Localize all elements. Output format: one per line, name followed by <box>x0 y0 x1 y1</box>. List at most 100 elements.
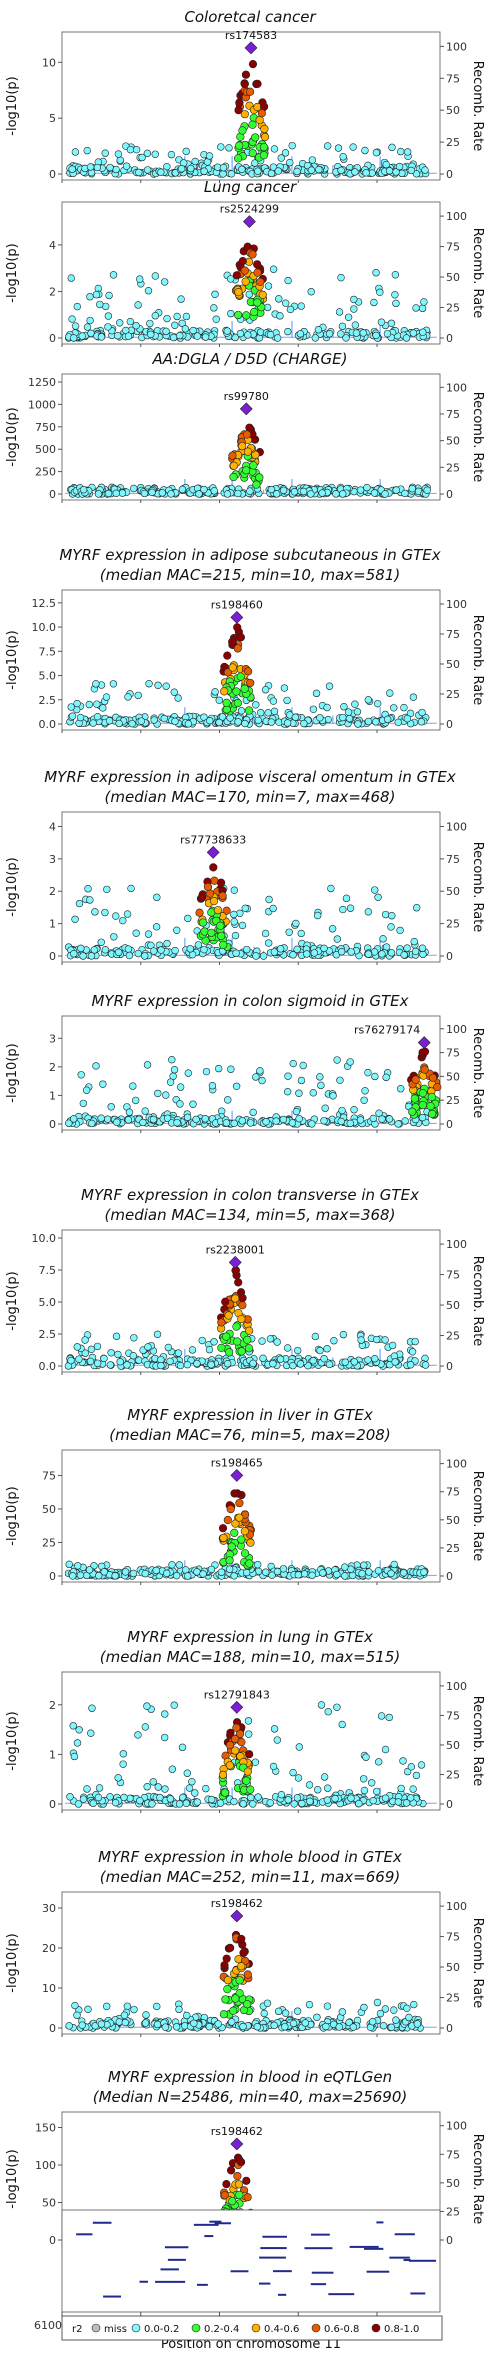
snp-point <box>175 2005 183 2014</box>
snp-point <box>244 706 254 715</box>
snp-point <box>158 489 166 497</box>
lead-snp-label: rs198462 <box>211 1897 263 1910</box>
snp-point <box>86 896 94 904</box>
snp-point <box>121 2018 130 2027</box>
snp-point <box>154 1783 162 1791</box>
snp-point <box>70 1752 79 1761</box>
snp-point <box>331 1794 339 1803</box>
snp-point <box>219 170 227 178</box>
snp-point <box>154 1089 162 1098</box>
snp-point <box>342 894 351 903</box>
snp-point <box>170 1701 178 1709</box>
snp-point <box>382 160 390 169</box>
snp-point <box>201 333 210 341</box>
snp-point <box>270 145 279 153</box>
snp-point <box>265 895 273 904</box>
snp-point <box>193 332 202 340</box>
recomb-axis-label: Recomb. Rate <box>470 615 485 706</box>
snp-point <box>88 1119 96 1128</box>
snp-point <box>248 250 257 259</box>
snp-point <box>222 1954 231 1963</box>
snp-point <box>237 707 246 715</box>
y-tick-label: 2.5 <box>39 694 57 707</box>
snp-point <box>411 947 420 956</box>
snp-point <box>242 311 251 320</box>
snp-point <box>164 1343 173 1352</box>
y-axis-label: -log10(p) <box>5 243 20 302</box>
legend-swatch <box>91 2323 101 2333</box>
snp-point <box>410 1094 419 1103</box>
snp-point <box>241 904 249 913</box>
snp-point <box>182 312 191 321</box>
snp-point <box>294 1774 303 1782</box>
recomb-axis-label: Recomb. Rate <box>470 61 485 152</box>
snp-point <box>237 1314 246 1324</box>
snp-point <box>200 167 208 175</box>
snp-point <box>79 952 87 960</box>
snp-point <box>205 2023 214 2031</box>
snp-point <box>254 1560 262 1569</box>
snp-point <box>230 1797 238 1806</box>
snp-point <box>97 2020 106 2028</box>
snp-point <box>245 1750 254 1759</box>
snp-point <box>281 149 290 157</box>
snp-point <box>233 1337 242 1346</box>
snp-point <box>350 1106 358 1114</box>
snp-point <box>387 1569 395 1578</box>
snp-point <box>172 2023 181 2031</box>
snp-point <box>283 1344 292 1352</box>
snp-point <box>370 298 378 307</box>
snp-point <box>101 908 109 917</box>
snp-point <box>94 490 103 498</box>
snp-point <box>264 939 273 947</box>
snp-point <box>92 680 100 688</box>
snp-point <box>327 884 335 893</box>
panel-title: MYRF expression in colon transverse in G… <box>81 1186 419 1204</box>
snp-point <box>68 712 77 720</box>
snp-point <box>171 717 179 726</box>
snp-point <box>334 144 343 152</box>
snp-point <box>73 2011 81 2019</box>
snp-point <box>296 1360 305 1368</box>
snp-point <box>209 897 219 906</box>
snp-point <box>317 1701 326 1709</box>
snp-point <box>351 700 359 708</box>
snp-point <box>141 952 149 960</box>
snp-point <box>183 1360 192 1369</box>
snp-point <box>283 719 292 727</box>
snp-point <box>214 2020 222 2028</box>
snp-point <box>337 948 346 956</box>
snp-point <box>276 945 285 953</box>
snp-point <box>243 1335 252 1344</box>
snp-point <box>221 1297 230 1306</box>
snp-point <box>300 719 308 728</box>
snp-point <box>254 1793 262 1801</box>
recomb-tick-label: 0 <box>446 1570 453 1583</box>
snp-point <box>394 718 402 727</box>
snp-point <box>136 275 144 283</box>
snp-point <box>405 2013 413 2022</box>
snp-point <box>184 914 192 923</box>
snp-point <box>378 950 386 958</box>
snp-point <box>344 313 353 321</box>
snp-point <box>124 693 132 701</box>
snp-point <box>394 1798 403 1806</box>
recomb-tick-label: 75 <box>446 628 460 641</box>
snp-point <box>257 109 266 118</box>
y-tick-label: 2 <box>49 1061 56 1074</box>
snp-point <box>373 699 382 708</box>
snp-point <box>175 1800 184 1808</box>
snp-point <box>91 908 99 916</box>
recomb-axis-label: Recomb. Rate <box>470 842 485 933</box>
snp-point <box>320 944 328 953</box>
panel-subtitle: (median MAC=134, min=5, max=368) <box>105 1206 396 1224</box>
snp-point <box>394 1120 402 1128</box>
panel-subtitle: (Median N=25486, min=40, max=25690) <box>93 2088 408 2106</box>
recomb-tick-label: 0 <box>446 1798 453 1811</box>
recomb-tick-label: 25 <box>446 1992 460 2005</box>
snp-point <box>238 1293 247 1303</box>
snp-point <box>344 708 353 716</box>
y-tick-label: 750 <box>35 421 56 434</box>
snp-point <box>114 948 123 957</box>
snp-point <box>235 1989 244 1998</box>
